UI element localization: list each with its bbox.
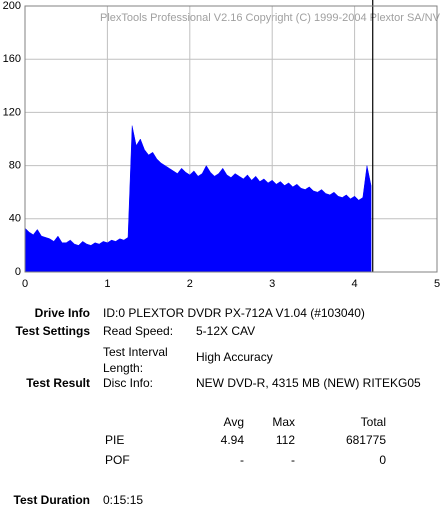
label: Drive Info [34,306,90,320]
col-header: Avg [223,415,244,429]
col-header: Total [360,415,386,429]
row-label: POF [105,453,130,467]
y-tick-label: 200 [3,0,21,12]
label: Test Settings [15,324,90,338]
pie-area [24,125,372,273]
x-tick-label: 0 [22,278,28,290]
x-tick-label: 1 [104,278,110,290]
x-tick-label: 4 [352,278,358,290]
y-tick-label: 80 [9,160,21,172]
cell: 4.94 [220,433,244,447]
label: Test Interval Length: [103,345,168,375]
label: Test Result [26,376,90,390]
cell: 112 [275,433,295,447]
cell: - [291,453,295,467]
col-header: Max [272,415,295,429]
cell: - [240,453,244,467]
value: 0:15:15 [103,493,144,507]
x-tick-label: 3 [269,278,275,290]
x-tick-label: 5 [434,278,440,290]
cell: 0 [379,453,386,467]
y-tick-label: 120 [3,106,21,118]
row-label: PIE [105,433,125,447]
x-tick-label: 2 [187,278,193,290]
label: Test Duration [13,493,90,507]
label: Read Speed: [103,324,174,338]
cell: 681775 [345,433,386,447]
y-tick-label: 160 [3,53,21,65]
plot-frame [24,5,438,273]
value: High Accuracy [196,350,273,364]
y-tick-label: 0 [15,266,21,278]
value: 5-12X CAV [196,324,256,338]
y-tick-label: 40 [9,213,21,225]
value: ID:0 PLEXTOR DVDR PX-712A V1.04 (#103040… [103,306,365,320]
chart: PlexTools Professional V2.16 Copyright (… [3,0,441,290]
label: Disc Info: [103,376,154,390]
watermark: PlexTools Professional V2.16 Copyright (… [100,12,441,24]
value: NEW DVD-R, 4315 MB (NEW) RITEKG05 [196,376,421,390]
